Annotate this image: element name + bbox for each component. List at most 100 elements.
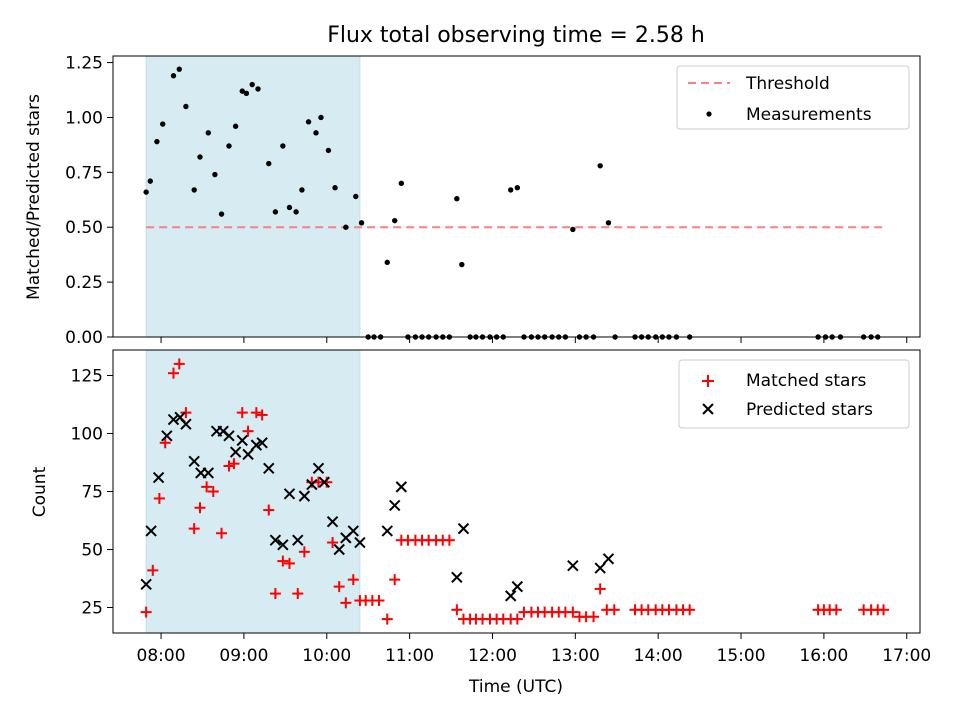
matched-star-point	[373, 595, 385, 607]
matched-star-point	[180, 407, 192, 419]
matched-star-point	[347, 574, 359, 586]
y-tick-label: 0.75	[65, 163, 103, 183]
predicted-star-point	[223, 430, 235, 442]
measurement-point	[299, 187, 305, 193]
matched-star-point	[298, 546, 310, 558]
measurement-point	[605, 220, 612, 226]
matched-star-point	[263, 504, 275, 516]
predicted-star-point	[277, 539, 289, 551]
matched-star-point	[167, 367, 179, 379]
measurement-point	[454, 195, 460, 202]
top-plot-frame	[112, 55, 921, 338]
measurement-point	[183, 103, 189, 110]
matched-star-point	[830, 604, 842, 616]
bottom-legend: Matched stars Predicted stars	[678, 359, 910, 429]
matched-star-point	[223, 460, 235, 472]
measurement-point	[218, 211, 225, 217]
matched-star-point	[269, 588, 281, 600]
matched-star-point	[292, 588, 304, 600]
legend-measurements-swatch	[706, 111, 712, 117]
matched-star-point	[207, 486, 219, 497]
x-tick-label: 08:00	[137, 646, 186, 666]
predicted-star-point	[306, 478, 318, 491]
matched-stars-points	[140, 358, 890, 625]
bottom-legend-box	[678, 359, 910, 429]
y-tick-label: 25	[81, 598, 103, 618]
matched-star-point	[256, 409, 268, 421]
measurement-point	[191, 187, 197, 193]
matched-star-point	[684, 604, 696, 616]
x-tick-label: 17:00	[882, 646, 931, 666]
measurement-point	[358, 220, 365, 226]
legend-predicted-swatch	[702, 403, 714, 415]
matched-star-point	[188, 523, 200, 535]
legend-matched-swatch	[702, 375, 714, 387]
predicted-star-point	[298, 490, 311, 502]
top-legend: Threshold Measurements	[676, 65, 910, 130]
x-tick-label: 09:00	[219, 646, 268, 666]
measurement-point	[280, 143, 286, 149]
x-tick-label: 12:00	[468, 646, 517, 666]
y-tick-label: 1.25	[65, 54, 103, 74]
predicted-star-point	[326, 515, 339, 528]
y-tick-label: 0.00	[65, 328, 103, 348]
measurement-point	[176, 66, 182, 72]
top-y-ticks: 0.00 0.25 0.50 0.75 1.00 1.25	[65, 54, 113, 348]
matched-star-point	[242, 425, 254, 437]
predicted-star-point	[180, 418, 192, 430]
predicted-star-point	[318, 476, 330, 488]
bottom-plot-frame	[112, 349, 921, 634]
measurement-point	[160, 121, 166, 127]
matched-star-point	[381, 613, 393, 625]
x-tick-label: 14:00	[634, 646, 683, 666]
matched-star-point	[277, 555, 289, 567]
measurement-point	[318, 114, 324, 121]
measurement-point	[343, 224, 349, 230]
matched-star-point	[567, 606, 579, 618]
bottom-x-ticks: 08:00 09:00 10:00 11:00 12:00 13:00 14:00 15:00…	[137, 633, 931, 666]
matched-star-point	[443, 534, 455, 546]
measurement-point	[266, 160, 272, 167]
matched-star-point	[147, 564, 159, 576]
matched-star-point	[327, 537, 339, 549]
predicted-star-point	[140, 578, 152, 590]
matched-star-point	[608, 604, 620, 616]
chart-title: Flux total observing time = 2.58 h	[327, 23, 705, 48]
x-tick-label: 16:00	[799, 646, 848, 666]
y-tick-label: 0.25	[65, 273, 103, 293]
x-tick-label: 13:00	[551, 646, 600, 666]
top-panel: 0.00 0.25 0.50 0.75 1.00 1.25 Matched/Predict…	[24, 54, 921, 348]
x-axis-label: Time (UTC)	[468, 677, 563, 697]
top-shaded-span	[145, 55, 361, 338]
matched-star-point	[159, 437, 171, 449]
matched-star-point	[588, 611, 600, 623]
legend-matched-label: Matched stars	[746, 371, 866, 391]
legend-measurements-label: Measurements	[746, 105, 872, 125]
bottom-shaded-span	[145, 349, 361, 634]
x-tick-label: 10:00	[302, 646, 351, 666]
predicted-star-point	[229, 446, 242, 458]
matched-star-point	[283, 557, 295, 569]
predicted-star-point	[388, 499, 401, 512]
measurement-point	[154, 138, 160, 145]
measurement-point	[212, 171, 218, 178]
measurement-point	[313, 130, 319, 136]
predicted-star-point	[395, 481, 408, 493]
measurement-point	[353, 193, 359, 200]
measurement-point	[205, 130, 211, 136]
matched-star-point	[389, 574, 401, 586]
measurement-point	[170, 73, 177, 79]
y-tick-label: 100	[71, 425, 103, 445]
bottom-y-ticks: 25 50 75 100 125	[71, 367, 113, 618]
predicted-star-point	[188, 455, 200, 468]
measurement-point	[255, 86, 261, 92]
predicted-star-point	[152, 471, 165, 484]
bottom-panel: 25 50 75 100 125 08:00 09:00 10:00 11:00 12:00 13…	[30, 349, 931, 697]
predicted-star-point	[283, 488, 296, 500]
bottom-y-axis-label: Count	[30, 466, 50, 517]
matched-star-point	[511, 613, 523, 625]
measurement-point	[398, 180, 405, 187]
legend-threshold-label: Threshold	[745, 74, 830, 94]
predicted-star-point	[269, 534, 282, 546]
